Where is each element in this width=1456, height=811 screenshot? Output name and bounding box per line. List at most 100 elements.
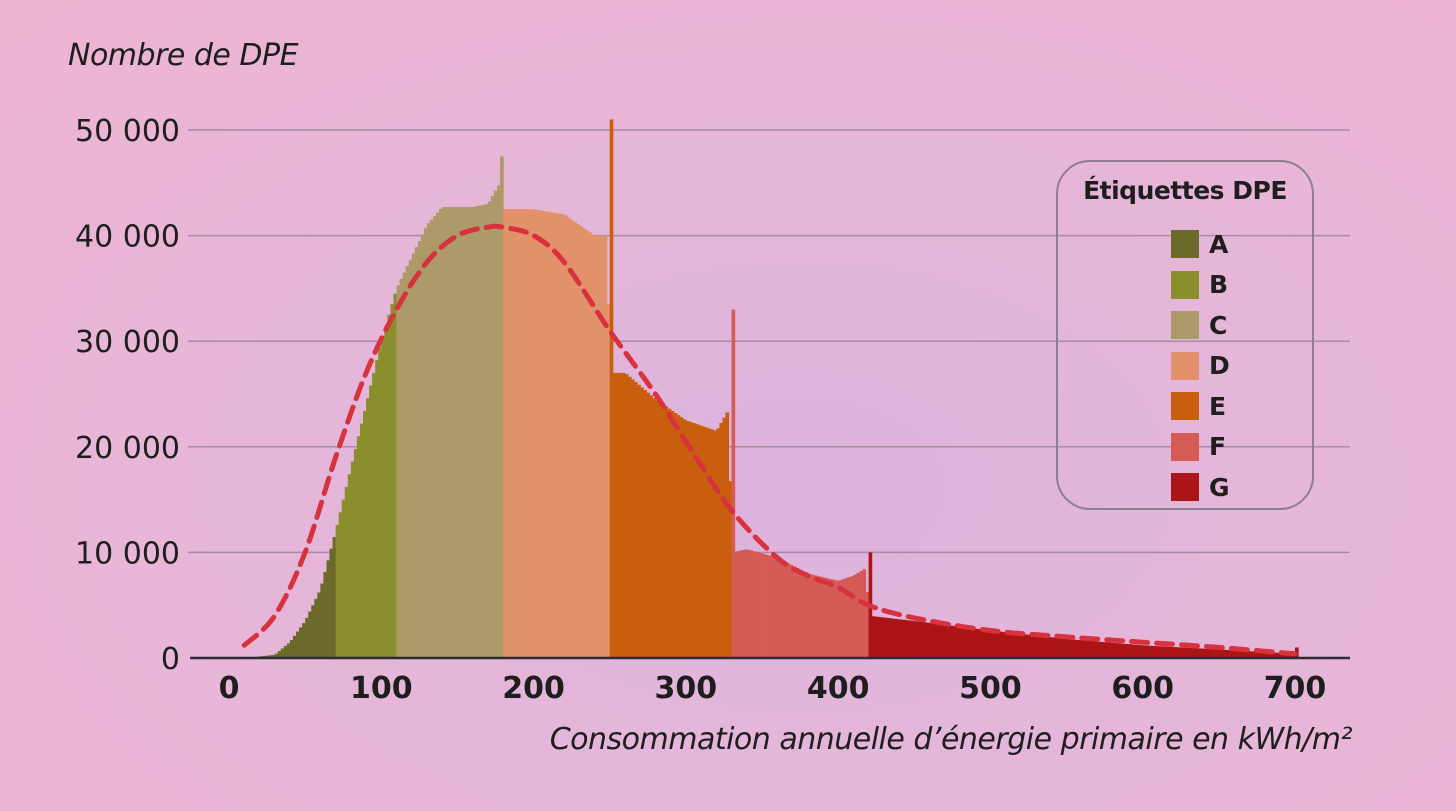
histogram-bar — [832, 579, 836, 658]
histogram-bar — [359, 423, 364, 658]
histogram-bar — [670, 410, 675, 658]
histogram-bar — [1139, 645, 1144, 658]
histogram-bar — [1157, 646, 1162, 658]
histogram-bar — [426, 223, 431, 658]
histogram-bar — [649, 395, 653, 658]
histogram-bar — [527, 209, 532, 658]
histogram-bar — [713, 430, 717, 658]
histogram-bar — [576, 223, 580, 658]
histogram-bar — [1227, 650, 1232, 658]
histogram-bar — [1188, 647, 1193, 658]
histogram-bar — [420, 234, 425, 658]
histogram-bar — [338, 512, 343, 658]
histogram-bar — [646, 392, 650, 658]
histogram-bar — [408, 259, 413, 658]
histogram-bar — [1011, 633, 1016, 658]
histogram-bar — [822, 577, 827, 658]
x-tick-label: 700 — [1264, 671, 1327, 706]
legend-swatch-b — [1171, 270, 1199, 299]
histogram-bar — [874, 616, 879, 658]
histogram-bar — [268, 655, 273, 658]
histogram-bar — [1036, 635, 1040, 658]
histogram-bar — [899, 619, 903, 658]
histogram-bar — [716, 428, 720, 658]
histogram-bar — [1081, 640, 1086, 658]
histogram-bar — [314, 598, 318, 658]
legend-item-g: G — [1171, 467, 1230, 508]
histogram-bar — [743, 549, 748, 658]
histogram-bar — [1109, 642, 1113, 658]
histogram-bar — [475, 206, 480, 658]
histogram-bar — [283, 645, 288, 658]
histogram-bar — [582, 228, 586, 658]
density-curve-line — [241, 223, 1298, 657]
histogram-bar — [390, 304, 395, 658]
histogram-bar — [396, 285, 401, 658]
histogram-bar — [1203, 648, 1208, 658]
histogram-bar — [1261, 652, 1266, 658]
histogram-bar — [591, 234, 596, 658]
histogram-bar — [606, 304, 611, 658]
histogram-bar — [1008, 632, 1013, 658]
histogram-bar — [1221, 649, 1226, 658]
histogram-bar — [990, 630, 995, 658]
histogram-bar — [564, 215, 568, 658]
density-curve — [241, 223, 1298, 657]
x-tick-label: 500 — [959, 671, 1022, 706]
x-tick-label: 100 — [350, 671, 413, 706]
histogram-bar — [545, 211, 550, 659]
histogram-bar — [414, 247, 419, 658]
histogram-bar — [737, 550, 742, 658]
histogram-bar — [780, 560, 784, 658]
histogram-bar — [1002, 632, 1007, 658]
histogram-bar — [810, 574, 815, 658]
histogram-bar — [795, 567, 800, 658]
histogram-bar — [344, 486, 349, 658]
histogram-bar — [393, 293, 398, 658]
histogram-bar — [935, 623, 940, 658]
histogram-bar — [627, 376, 632, 658]
histogram-bar — [597, 235, 602, 658]
histogram-bar — [594, 235, 599, 658]
histogram-bar — [1209, 649, 1214, 658]
histogram-bar — [838, 580, 842, 658]
histogram-bar — [274, 653, 279, 658]
histogram-bar — [454, 207, 459, 658]
histogram-bar — [521, 209, 526, 658]
histogram-bar — [1273, 652, 1278, 658]
histogram-bar — [573, 221, 577, 658]
histogram-bar — [963, 627, 967, 658]
histogram-bar — [667, 408, 672, 658]
histogram-bar — [1160, 646, 1165, 658]
histogram-bar — [621, 372, 626, 658]
histogram-bar — [1164, 646, 1168, 658]
histogram-bar — [329, 548, 334, 658]
histogram-bar — [323, 571, 328, 658]
histogram-bar — [1017, 633, 1022, 658]
histogram-bar — [1246, 651, 1250, 658]
histogram-bar — [503, 209, 507, 658]
histogram-bar — [1179, 647, 1183, 658]
histogram-bar — [637, 384, 641, 658]
legend-label-b: B — [1209, 270, 1229, 300]
histogram-bar — [1270, 652, 1275, 658]
histogram-bar — [905, 620, 909, 658]
histogram-bar — [1212, 649, 1217, 658]
histogram-bar — [755, 552, 760, 658]
histogram-bar — [707, 428, 711, 658]
histogram-bar — [1215, 649, 1220, 658]
legend-label-f: F — [1209, 432, 1227, 462]
histogram-bar — [801, 571, 806, 658]
histogram-bar — [865, 592, 870, 658]
histogram-bar — [1206, 648, 1211, 658]
histogram-bar — [518, 209, 522, 658]
legend-item-e: E — [1171, 386, 1230, 427]
y-tick-label: 40 000 — [75, 220, 180, 255]
histogram-bar — [381, 335, 385, 658]
histogram-bar — [466, 207, 471, 658]
histogram-bar — [694, 424, 699, 658]
histogram-bar — [372, 372, 376, 658]
histogram-bar — [311, 605, 315, 658]
histogram-bar — [819, 576, 824, 658]
x-tick-label: 600 — [1111, 671, 1174, 706]
